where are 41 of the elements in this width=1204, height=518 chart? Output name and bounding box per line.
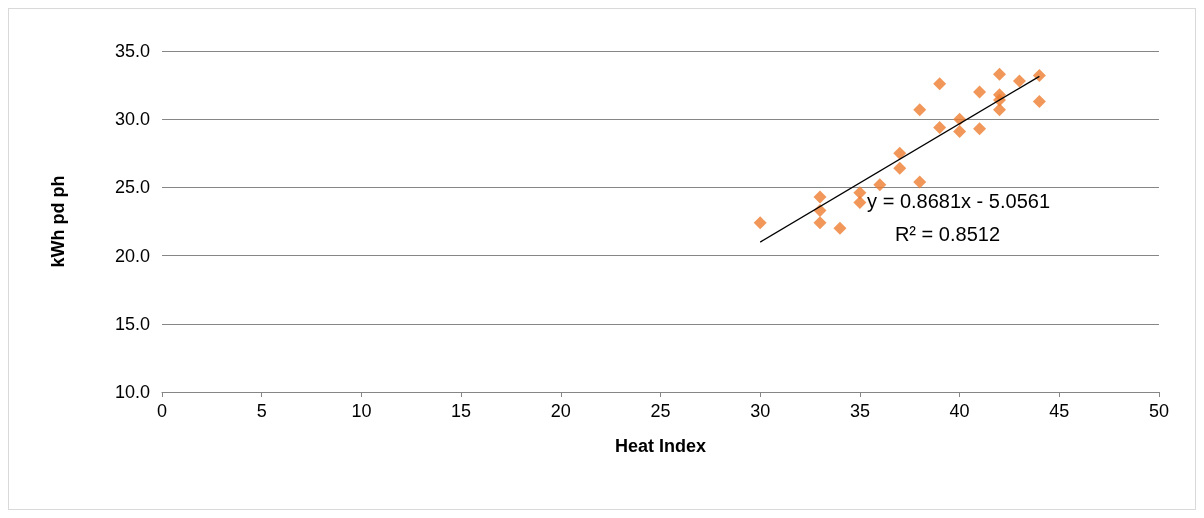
x-tick-label: 0 [156, 401, 168, 421]
point [913, 175, 927, 189]
y-tick-label: 30.0 [114, 109, 150, 130]
x-tick-label: 35 [849, 401, 870, 421]
point [992, 103, 1006, 117]
point [893, 161, 907, 175]
annotation: R² = 0.8512 [894, 223, 1001, 245]
y-tick-label: 25.0 [114, 177, 150, 198]
annotation: y = 0.8681x - 5.0561 [867, 190, 1051, 212]
point [813, 190, 827, 204]
y-tick-label: 15.0 [114, 313, 150, 334]
point [1032, 94, 1046, 108]
y-axis-title: kWh pd ph [48, 175, 68, 268]
y-tick-label: 10.0 [114, 382, 150, 402]
point [813, 216, 827, 230]
y-tick-label: 20.0 [114, 245, 150, 266]
x-tick-label: 30 [750, 401, 771, 421]
x-tick-label: 45 [1049, 401, 1070, 421]
point [873, 178, 887, 192]
x-tick-label: 10 [351, 401, 372, 421]
x-tick-label: 20 [550, 401, 571, 421]
point [893, 146, 907, 160]
point [833, 221, 847, 235]
point [1032, 69, 1046, 83]
y-tick-label: 35.0 [114, 41, 150, 61]
point [973, 85, 987, 99]
x-axis-title: Heat Index [614, 436, 707, 456]
x-tick-label: 5 [256, 401, 267, 421]
x-tick-label: 15 [451, 401, 472, 421]
point [933, 120, 947, 134]
point [913, 103, 927, 117]
point [1012, 74, 1026, 88]
point [853, 195, 867, 209]
point [973, 122, 987, 136]
x-tick-label: 50 [1148, 401, 1170, 421]
point [933, 77, 947, 91]
point [753, 216, 767, 230]
x-tick-label: 25 [650, 401, 671, 421]
point [953, 124, 967, 138]
point [992, 67, 1006, 81]
x-tick-label: 40 [949, 401, 970, 421]
